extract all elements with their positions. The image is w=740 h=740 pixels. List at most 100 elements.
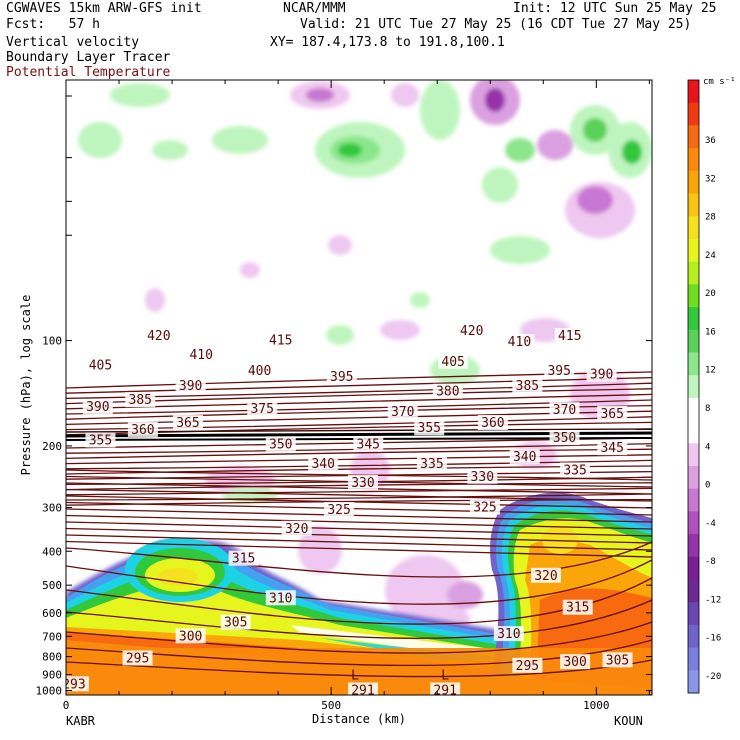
theta-contour xyxy=(66,521,652,537)
theta-label: 410 xyxy=(189,348,212,363)
theta-contour xyxy=(66,487,652,496)
downdraft-blob xyxy=(397,89,413,101)
theta-label: 293 xyxy=(62,677,85,692)
field-vertical-velocity: Vertical velocity xyxy=(6,35,140,50)
colorbar-swatch xyxy=(688,534,699,558)
theta-label: 400 xyxy=(248,364,271,379)
theta-contour xyxy=(66,541,652,578)
theta-label: 395 xyxy=(547,364,570,379)
theta-label: 330 xyxy=(471,470,494,485)
colorbar-swatch xyxy=(688,488,699,512)
theta-label: 415 xyxy=(269,334,292,349)
colorbar-swatch xyxy=(688,579,699,603)
theta-label-bg xyxy=(586,366,617,382)
theta-label: 320 xyxy=(285,522,308,537)
theta-label-bg xyxy=(143,327,174,343)
colorbar-swatch xyxy=(688,102,699,126)
theta-contour xyxy=(66,621,652,654)
colorbar-swatch xyxy=(688,465,699,490)
theta-label-bg xyxy=(416,455,447,471)
theta-label-bg xyxy=(504,334,535,350)
theta-label: 415 xyxy=(558,329,581,344)
y-tick-label: 900 xyxy=(42,668,62,681)
theta-contour xyxy=(66,659,652,678)
colorbar-swatch xyxy=(688,352,699,376)
downdraft-blob xyxy=(485,88,505,112)
theta-label: 305 xyxy=(606,653,629,668)
y-tick-label: 1000 xyxy=(36,685,63,698)
colorbar-tick-label: -16 xyxy=(705,634,721,644)
theta-label: 335 xyxy=(420,457,443,472)
downdraft-blob xyxy=(380,320,420,340)
theta-label-bg xyxy=(554,327,585,343)
theta-label: 370 xyxy=(553,403,576,418)
theta-contour xyxy=(66,534,652,551)
theta-label: 370 xyxy=(391,405,414,420)
theta-label-bg xyxy=(414,420,445,436)
theta-label-bg xyxy=(228,550,259,566)
theta-label: 345 xyxy=(600,441,623,456)
updraft-blob xyxy=(410,292,430,308)
cross-section-endpoints: XY= 187.4,173.8 to 191.8,100.1 xyxy=(270,35,505,50)
theta-label-bg xyxy=(324,502,355,518)
theta-label: 300 xyxy=(563,655,586,670)
field-potential-temperature: Potential Temperature xyxy=(6,65,171,80)
colorbar-swatch xyxy=(688,170,699,195)
colorbar-swatch xyxy=(688,193,699,217)
theta-label-bg xyxy=(172,415,203,431)
downdraft-blob xyxy=(240,262,260,278)
colorbar-frame xyxy=(687,79,700,694)
colorbar-tick-label: 16 xyxy=(705,327,716,337)
theta-label: 390 xyxy=(179,379,202,394)
theta-label: 375 xyxy=(250,402,273,417)
theta-label: 291 xyxy=(351,684,374,699)
theta-label: 405 xyxy=(441,355,464,370)
theta-label-bg xyxy=(220,614,251,630)
colorbar-swatch xyxy=(688,329,699,353)
theta-label: 395 xyxy=(330,370,353,385)
updraft-blob xyxy=(505,138,535,162)
theta-label-bg xyxy=(326,368,357,384)
theta-contour xyxy=(66,495,652,509)
theta-label-bg xyxy=(175,378,206,394)
colorbar-swatch xyxy=(688,261,699,285)
forecast-hour: Fcst: 57 h xyxy=(6,17,100,32)
theta-label-bg xyxy=(469,499,500,515)
y-tick-label: 100 xyxy=(42,335,62,348)
colorbar-swatch xyxy=(688,647,699,671)
model-title: CGWAVES 15km ARW-GFS init xyxy=(6,1,202,16)
theta-contour xyxy=(66,527,652,544)
updraft-blob xyxy=(338,143,362,157)
low-marker: L xyxy=(441,668,449,683)
theta-label-bg xyxy=(244,362,275,378)
theta-label-bg xyxy=(85,432,116,448)
right-endpoint-label: KOUN xyxy=(614,714,643,728)
theta-label-bg xyxy=(186,347,217,363)
updraft-blob xyxy=(326,325,354,345)
theta-label-bg xyxy=(85,357,116,373)
theta-contour xyxy=(66,540,652,558)
colorbar-unit: cm s⁻¹ xyxy=(703,77,736,87)
downdraft-blob xyxy=(577,186,613,214)
theta-label: 410 xyxy=(508,335,531,350)
theta-label-bg xyxy=(549,430,580,446)
updraft-blob xyxy=(78,122,122,158)
y-tick-label: 700 xyxy=(42,630,62,643)
colorbar-swatch xyxy=(688,80,699,104)
theta-label-bg xyxy=(387,404,418,420)
theta-label: 420 xyxy=(460,324,483,339)
colorbar-swatch xyxy=(688,556,699,580)
colorbar-swatch xyxy=(688,375,699,399)
colorbar-swatch xyxy=(688,602,699,626)
init-time: Init: 12 UTC Sun 25 May 25 xyxy=(513,1,717,16)
theta-label: 335 xyxy=(563,463,586,478)
theta-label-bg xyxy=(597,440,628,456)
theta-label-bg xyxy=(560,654,591,670)
downdraft-blob xyxy=(145,288,165,312)
downdraft-blob xyxy=(328,235,352,255)
theta-label: 345 xyxy=(357,437,380,452)
colorbar-swatch xyxy=(688,284,699,308)
colorbar-tick-label: 24 xyxy=(705,251,716,261)
updraft-blob xyxy=(212,126,268,154)
theta-label: 320 xyxy=(534,569,557,584)
